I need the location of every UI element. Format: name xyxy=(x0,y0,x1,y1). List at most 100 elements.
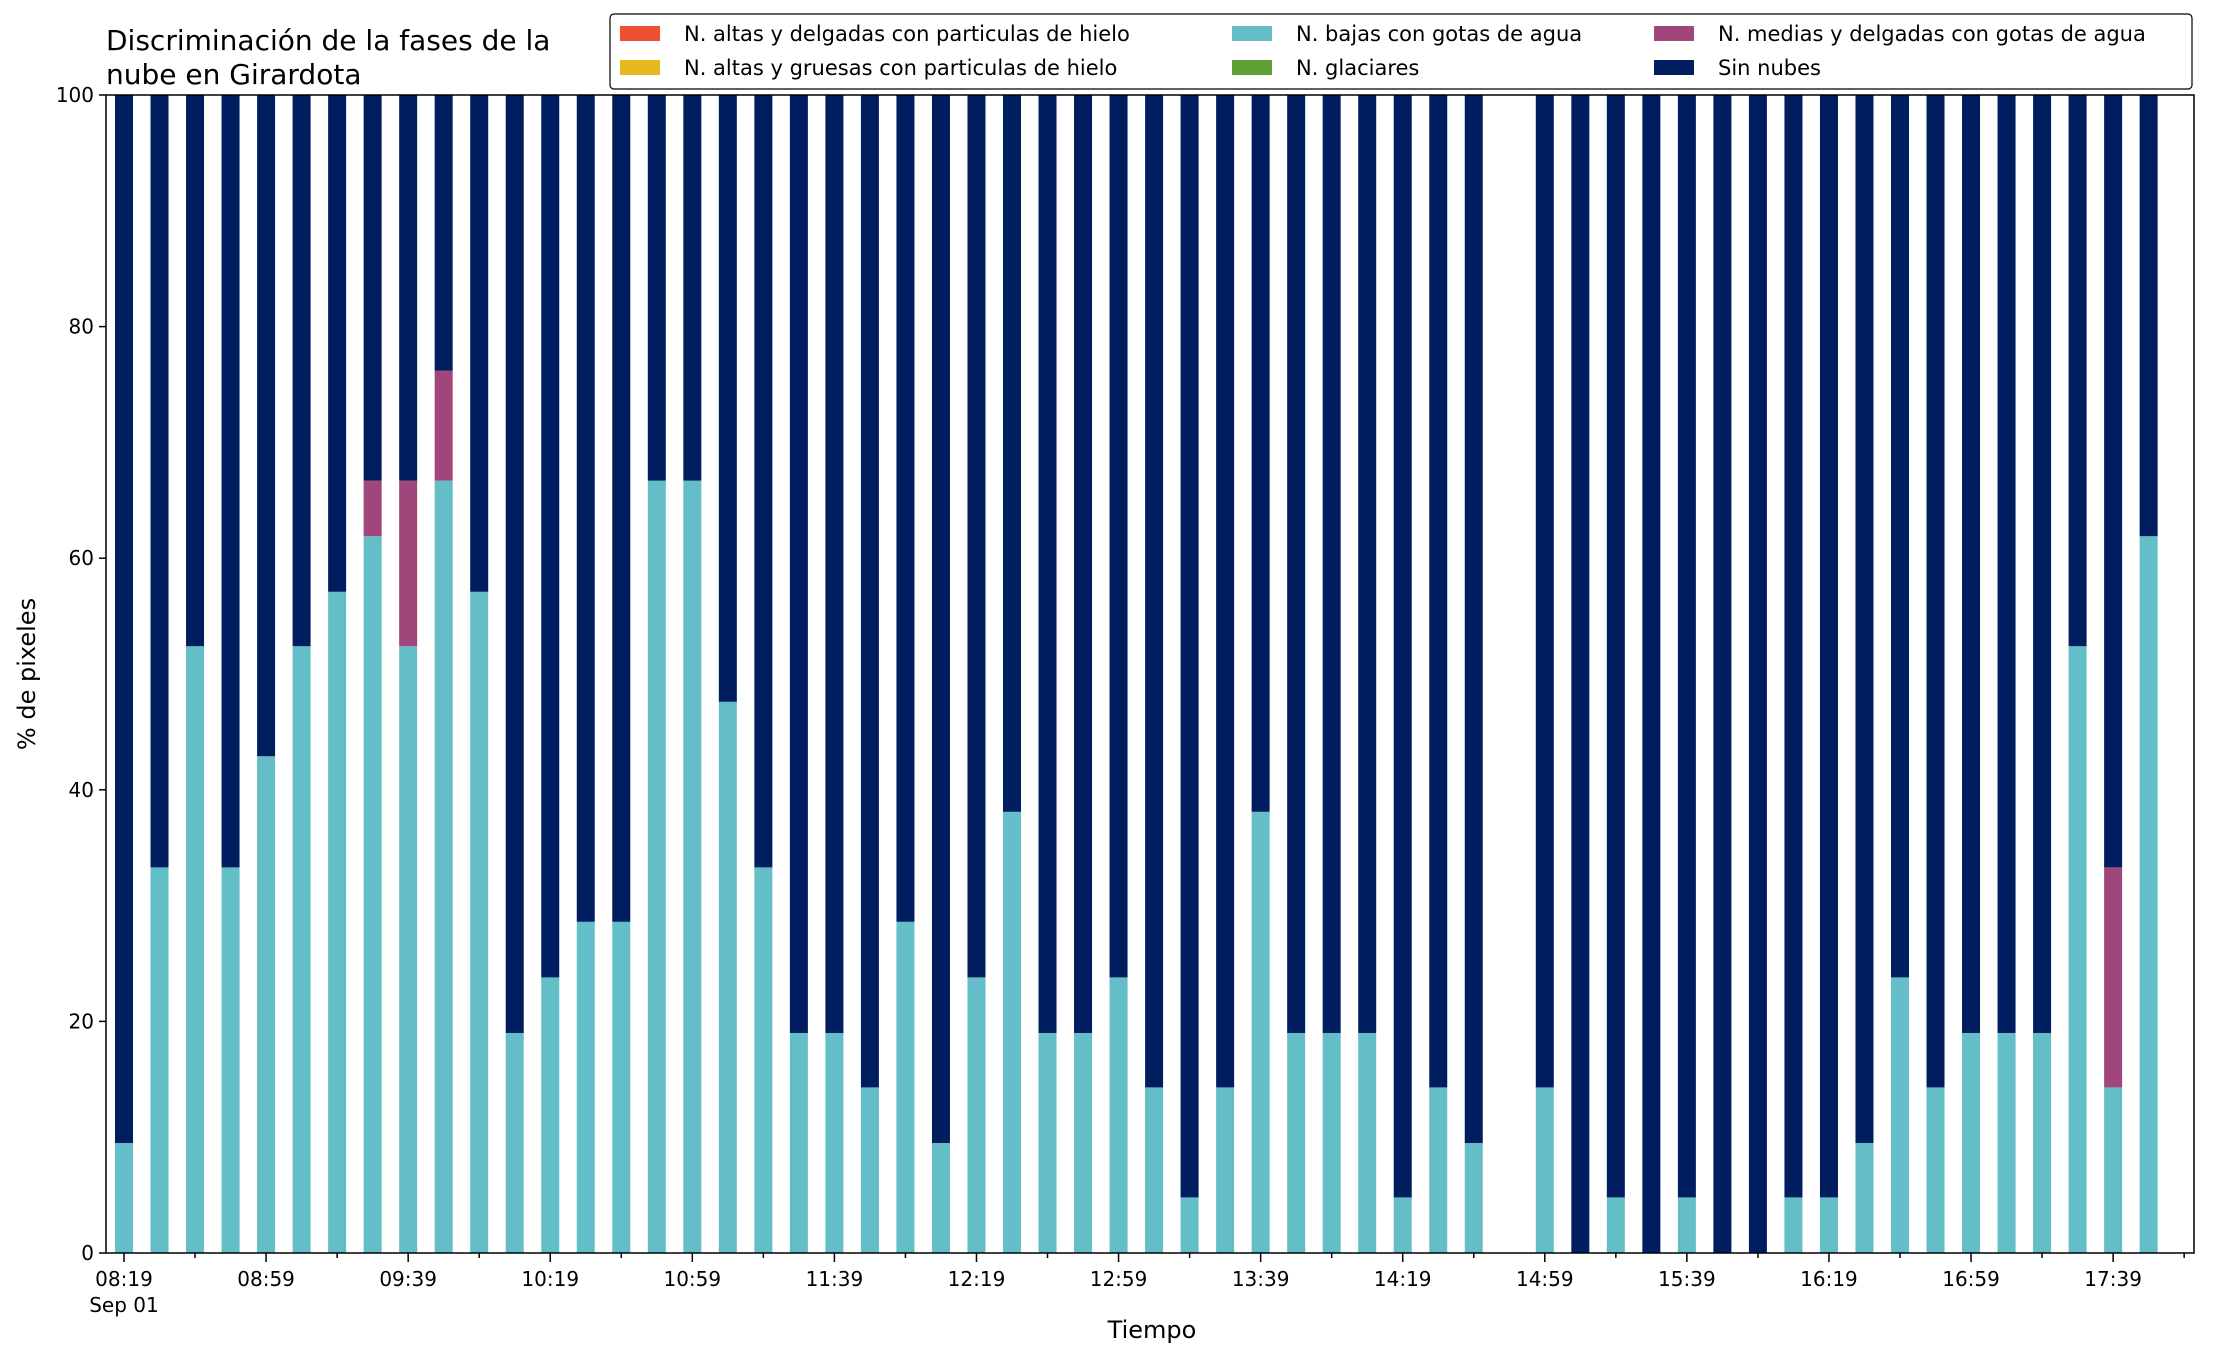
bar-segment xyxy=(1535,1087,1554,1253)
x-axis-label: Tiempo xyxy=(1107,1316,1197,1344)
bar-segment xyxy=(1606,95,1625,1198)
bar-segment xyxy=(1464,95,1483,1143)
bar-segment xyxy=(1429,95,1448,1088)
plot-frame xyxy=(105,94,2195,1254)
x-tick-label: 10:19 xyxy=(521,1267,579,1291)
bar-segment xyxy=(1109,95,1128,978)
x-axis: 08:19 08:59 09:39 10:19 10:59 11:39 12:19 12:59… xyxy=(89,1253,2185,1317)
bar-segment xyxy=(434,95,453,371)
bar-segment xyxy=(1891,977,1909,1253)
bar-segment xyxy=(2068,646,2087,1253)
bar-segment xyxy=(505,95,524,1033)
legend-label: N. altas y delgadas con particulas de hi… xyxy=(684,22,1130,46)
legend-swatch xyxy=(1654,60,1694,75)
bar-segment xyxy=(1180,1197,1199,1253)
bars-group xyxy=(115,95,2158,1253)
y-tick-label: 20 xyxy=(69,1009,94,1033)
bar-segment xyxy=(576,95,595,922)
bar-segment xyxy=(1109,977,1128,1253)
legend-swatch xyxy=(1654,26,1694,41)
bar-segment xyxy=(612,95,631,922)
bar-segment xyxy=(186,646,205,1253)
bar-segment xyxy=(1358,1032,1377,1253)
bar-segment xyxy=(1287,95,1306,1033)
bar-segment xyxy=(541,95,560,978)
x-tick-label: 08:19 xyxy=(95,1267,153,1291)
chart-title-line-1: Discriminación de la fases de la xyxy=(106,24,550,57)
bar-segment xyxy=(470,95,489,592)
bar-segment xyxy=(328,95,347,592)
bar-segment xyxy=(1003,95,1021,812)
bar-segment xyxy=(2104,867,2123,1088)
y-tick-label: 60 xyxy=(69,546,94,570)
bar-segment xyxy=(1358,95,1377,1033)
bar-segment xyxy=(1003,811,1021,1253)
legend-label: N. altas y gruesas con particulas de hie… xyxy=(684,56,1117,80)
y-axis: 0 20 40 60 80 100 xyxy=(56,83,106,1265)
bar-segment xyxy=(257,756,276,1253)
bar-segment xyxy=(505,1032,524,1253)
bar-segment xyxy=(683,480,702,1253)
bar-segment xyxy=(1393,1197,1412,1253)
bar-segment xyxy=(1855,1142,1874,1253)
bar-segment xyxy=(292,646,311,1253)
legend: N. altas y delgadas con particulas de hi… xyxy=(609,13,2193,90)
bar-segment xyxy=(221,95,240,868)
bar-segment xyxy=(1677,95,1696,1198)
bar-segment xyxy=(399,95,418,481)
bar-segment xyxy=(1784,95,1803,1198)
bar-segment xyxy=(683,95,702,481)
bar-segment xyxy=(434,480,453,1253)
bar-segment xyxy=(789,1032,808,1253)
bar-segment xyxy=(1216,1087,1235,1253)
bar-segment xyxy=(896,95,915,922)
bar-segment xyxy=(967,95,986,978)
bar-segment xyxy=(1393,95,1412,1198)
bar-segment xyxy=(612,921,631,1253)
bar-segment xyxy=(1642,95,1661,1253)
bar-segment xyxy=(789,95,808,1033)
legend-swatch xyxy=(620,26,660,41)
bar-segment xyxy=(931,1142,950,1253)
y-tick-label: 80 xyxy=(69,315,94,339)
bar-segment xyxy=(1251,95,1270,812)
bar-segment xyxy=(541,977,560,1253)
legend-label: N. bajas con gotas de agua xyxy=(1296,22,1582,46)
bar-segment xyxy=(1819,1197,1838,1253)
bar-segment xyxy=(1713,95,1732,1253)
x-tick-label: 13:39 xyxy=(1232,1267,1290,1291)
x-tick-label: 11:39 xyxy=(806,1267,864,1291)
legend-swatch xyxy=(620,60,660,75)
bar-segment xyxy=(718,701,737,1253)
bar-segment xyxy=(931,95,950,1143)
bar-segment xyxy=(2139,95,2158,537)
bar-segment xyxy=(363,95,382,481)
bar-segment xyxy=(1429,1087,1448,1253)
bar-segment xyxy=(967,977,986,1253)
chart-title-line-2: nube en Girardota xyxy=(106,58,361,91)
bar-segment xyxy=(2033,95,2052,1033)
bar-segment xyxy=(150,867,169,1253)
x-tick-label: 16:19 xyxy=(1800,1267,1858,1291)
bar-segment xyxy=(1926,95,1945,1088)
bar-segment xyxy=(363,536,382,1253)
legend-label: Sin nubes xyxy=(1718,56,1821,80)
bar-segment xyxy=(1145,95,1164,1088)
x-tick-label: 08:59 xyxy=(237,1267,295,1291)
bar-segment xyxy=(1962,95,1981,1033)
bar-segment xyxy=(860,95,879,1088)
bar-segment xyxy=(825,95,844,1033)
y-tick-label: 0 xyxy=(81,1241,94,1265)
bar-segment xyxy=(1997,1032,2016,1253)
bar-segment xyxy=(328,591,347,1253)
bar-segment xyxy=(186,95,205,647)
y-tick-label: 100 xyxy=(56,83,94,107)
bar-segment xyxy=(647,480,666,1253)
x-tick-label: 14:19 xyxy=(1374,1267,1432,1291)
bar-segment xyxy=(1074,95,1093,1033)
bar-segment xyxy=(1606,1197,1625,1253)
bar-segment xyxy=(1748,95,1767,1253)
bar-segment xyxy=(896,921,915,1253)
legend-swatch xyxy=(1232,60,1272,75)
bar-segment xyxy=(399,646,418,1253)
